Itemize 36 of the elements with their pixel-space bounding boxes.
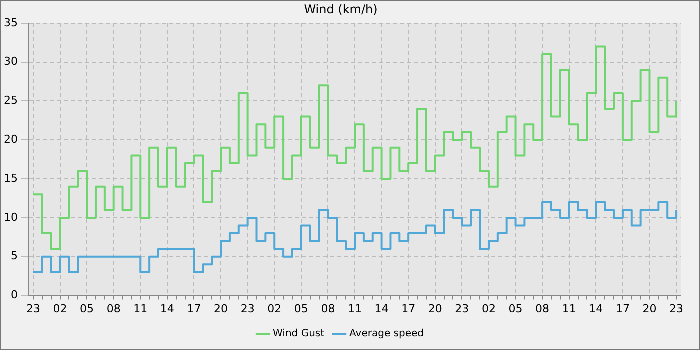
legend-label: Average speed [350,328,424,340]
x-tick-label: 17 [616,302,630,316]
y-tick-label: 15 [4,172,18,185]
x-tick-label: 05 [294,302,308,316]
x-tick-label: 17 [402,302,416,316]
x-tick-label: 02 [482,302,496,316]
x-tick-label: 23 [240,302,255,316]
x-tick-label: 08 [106,302,121,316]
y-tick-label: 20 [4,133,18,146]
x-tick-label: 14 [160,302,174,316]
x-tick-label: 02 [53,302,68,316]
x-tick-label: 11 [348,302,362,316]
x-tick-label: 02 [268,302,282,316]
y-tick-label: 0 [10,288,18,302]
x-tick-label: 17 [187,302,202,316]
y-tick-label: 30 [4,55,18,68]
x-tick-label: 11 [562,302,576,316]
x-tick-label: 20 [428,302,442,316]
x-tick-label: 23 [26,302,40,316]
y-tick-label: 35 [4,16,18,30]
x-tick-label: 23 [670,302,684,316]
x-tick-label: 14 [374,302,389,316]
x-tick-label: 20 [642,302,657,316]
x-tick-label: 20 [214,302,228,316]
x-tick-label: 08 [536,302,550,316]
x-tick-label: 05 [80,302,94,316]
y-tick-label: 25 [4,94,18,108]
legend-label: Wind Gust [273,328,325,340]
x-tick-label: 08 [321,302,336,316]
chart-title: Wind (km/h) [304,2,378,16]
y-tick-label: 5 [10,250,18,263]
y-tick-label: 10 [4,210,18,224]
x-tick-label: 11 [134,302,148,316]
x-tick-label: 23 [455,302,470,316]
x-tick-label: 05 [508,302,523,316]
x-tick-label: 14 [589,302,604,316]
